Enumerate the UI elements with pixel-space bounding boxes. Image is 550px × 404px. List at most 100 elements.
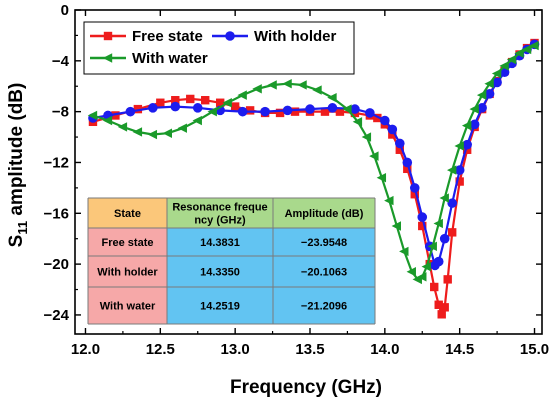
data-point [380,115,390,126]
data-point [350,104,360,114]
data-point [447,198,457,208]
y-tick-label: −8 [52,104,69,121]
x-tick-label: 14.0 [370,341,399,358]
data-point [433,256,444,267]
data-point [406,267,416,277]
data-point [156,98,165,107]
data-point [484,78,494,89]
data-point [462,139,472,150]
data-point [469,104,479,114]
data-point [455,177,464,186]
legend-box [83,21,355,75]
table-row-label: With water [100,301,156,313]
data-point [186,94,195,104]
data-point [215,98,225,107]
data-point [201,96,210,105]
data-point [399,246,409,257]
data-point [430,282,439,292]
data-point [102,115,113,126]
y-axis-title: S11 amplitude (dB) [6,83,30,248]
data-point [117,122,128,132]
data-point [361,132,372,142]
data-point [499,61,509,71]
data-point [484,89,495,99]
legend-entry: With holder [212,28,337,45]
data-point [388,130,397,139]
data-point [491,68,502,79]
data-point [437,310,446,319]
y-tick-label: −20 [44,256,69,273]
x-axis-title: Frequency (GHz) [230,377,382,398]
data-point [260,106,270,117]
x-tick-label: 13.5 [295,341,324,358]
data-point [312,85,322,95]
legend-label: With holder [254,28,337,45]
legend-marker [103,31,113,41]
data-point [147,129,158,140]
data-point [476,90,487,100]
y-tick-label: −12 [44,154,69,171]
data-point [290,107,300,116]
data-point [125,106,136,117]
data-point [171,96,180,105]
data-point [391,221,402,231]
y-axis-title-rest: amplitude (dB) [6,83,27,221]
data-point [447,228,457,237]
data-point [230,102,240,111]
data-point [252,84,262,94]
data-point [267,80,277,90]
data-point [327,92,337,103]
table-value-area [167,228,375,324]
legend-marker [225,31,235,41]
data-point [245,106,255,115]
table-label-column [88,228,167,324]
series-with-water [87,40,539,285]
data-point [443,275,452,284]
table-cell: 14.2519 [200,301,240,313]
plot-frame [74,9,543,335]
data-point [297,80,307,90]
data-point [237,90,247,100]
data-point [417,272,427,282]
data-point [454,141,464,151]
data-point [222,98,232,108]
y-tick-label: 0 [61,2,69,19]
data-point [237,106,248,117]
table-header-text: State [114,208,141,220]
y-tick-label: −24 [44,307,70,324]
data-point [162,128,173,138]
table-cell: −21.2096 [301,301,347,313]
table-header-cell [88,198,167,228]
table-header-text: Resonance freque [172,202,267,214]
x-tick-label: 13.0 [221,341,250,358]
data-point [282,78,292,89]
legend: Free state With holder With water [83,21,355,75]
data-point [433,218,443,229]
data-point [192,103,203,113]
data-point [409,183,420,193]
y-tick-label: −4 [52,53,70,70]
data-point [395,145,405,154]
table-cell: 14.3831 [200,237,240,249]
data-point [369,151,379,161]
data-point [506,54,517,65]
data-point [427,241,437,252]
data-point [148,103,158,113]
table-cell: 14.3350 [200,267,240,279]
data-point [469,119,480,130]
data-point [335,107,345,116]
data-point [529,40,539,51]
data-point [434,300,443,309]
data-point [327,103,338,113]
data-point [492,77,502,88]
legend-label: With water [132,50,208,67]
data-point [395,138,405,149]
data-point [305,104,315,114]
legend-marker [102,53,113,63]
data-point [403,164,412,174]
data-point [454,165,465,175]
data-point [170,101,181,112]
data-point [421,261,431,272]
